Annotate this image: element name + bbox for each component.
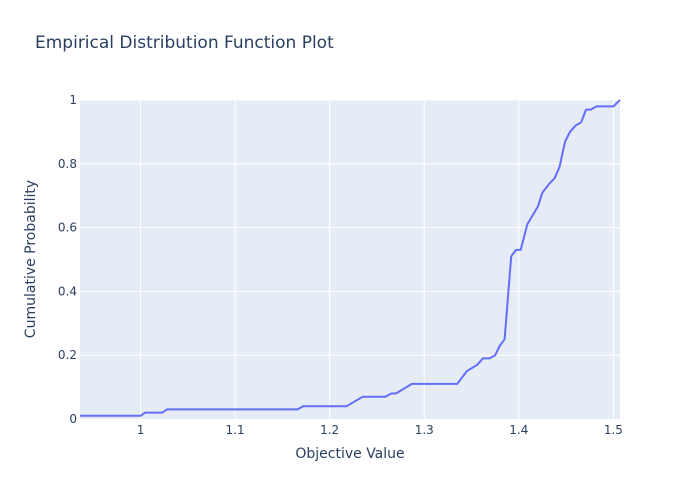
x-tick-label: 1.1 [226, 423, 245, 437]
y-tick-label: 0.2 [58, 348, 77, 362]
x-axis-ticks: 1 1.1 1.2 1.3 1.4 1.5 [137, 423, 623, 437]
x-tick-label: 1.3 [415, 423, 434, 437]
x-tick-label: 1 [137, 423, 145, 437]
y-tick-label: 0 [69, 412, 77, 426]
x-tick-label: 1.2 [320, 423, 339, 437]
chart-title: Empirical Distribution Function Plot [35, 33, 334, 53]
y-axis-label: Cumulative Probability [23, 179, 39, 339]
x-tick-label: 1.4 [509, 423, 528, 437]
edf-line [80, 99, 621, 417]
x-tick-label: 1.5 [604, 423, 623, 437]
gridlines [80, 99, 620, 419]
plot-area [80, 100, 620, 419]
y-tick-label: 0.4 [58, 284, 77, 298]
y-axis-ticks: 0 0.2 0.4 0.6 0.8 1 [58, 93, 77, 426]
y-tick-label: 0.6 [58, 221, 77, 235]
y-tick-label: 0.8 [58, 157, 77, 171]
x-axis-label: Objective Value [295, 446, 405, 462]
y-tick-label: 1 [69, 93, 77, 107]
